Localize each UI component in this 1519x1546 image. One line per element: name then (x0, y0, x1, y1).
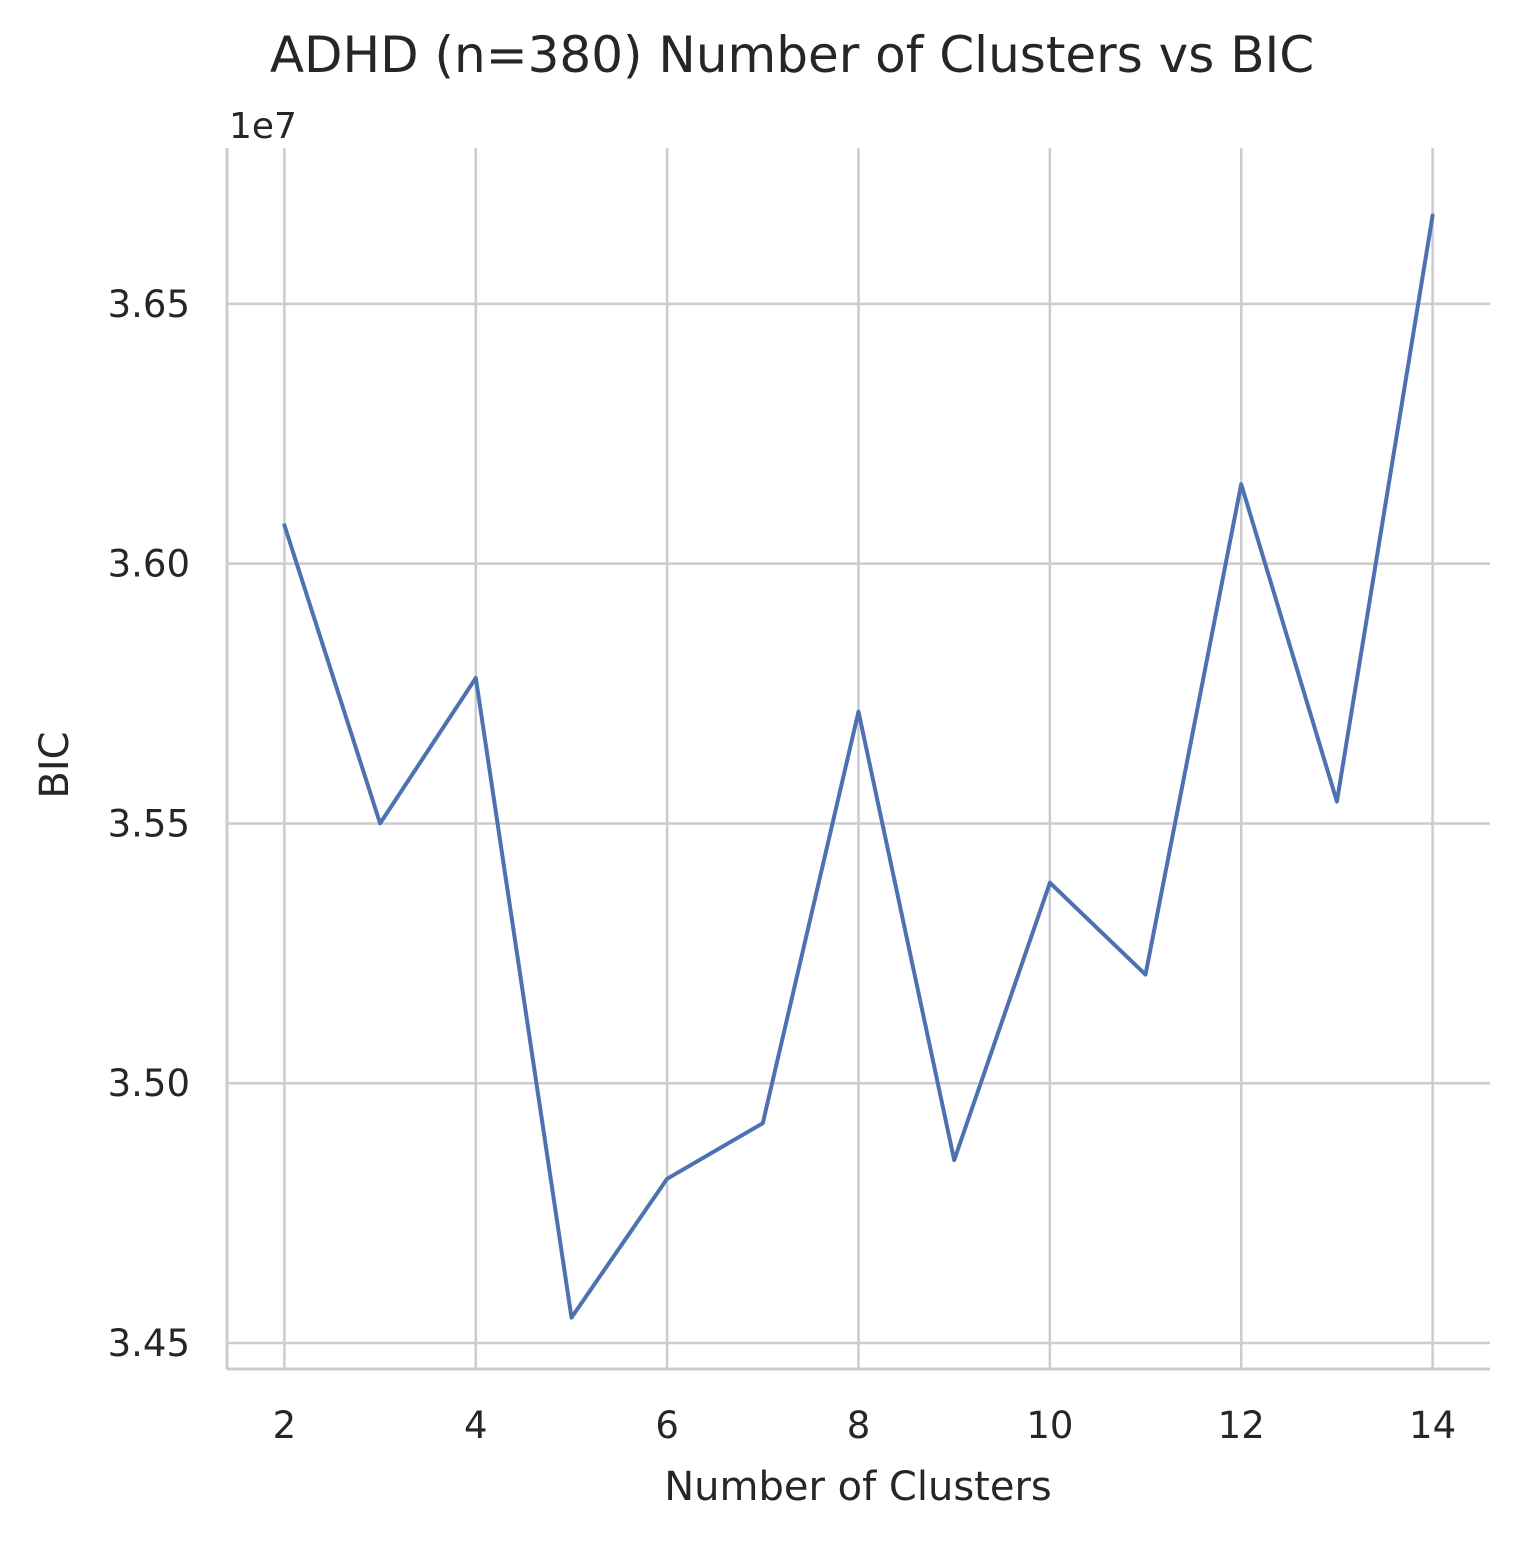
axes (225, 148, 1490, 1371)
x-tick-label: 8 (847, 1404, 871, 1447)
y-tick-label: 3.65 (108, 283, 190, 326)
y-axis-label: BIC (32, 731, 78, 798)
chart-title: ADHD (n=380) Number of Clusters vs BIC (270, 26, 1314, 84)
x-tick-label: 12 (1218, 1404, 1265, 1447)
y-tick-label: 3.45 (108, 1322, 190, 1365)
x-tick-label: 14 (1409, 1404, 1456, 1447)
series (282, 213, 1435, 1320)
grid (227, 148, 1490, 1369)
y-tick-label: 3.60 (108, 543, 190, 586)
series-line (282, 213, 1435, 1320)
x-tick-label: 2 (273, 1404, 297, 1447)
y-tick-label: 3.50 (108, 1062, 190, 1105)
x-axis-label: Number of Clusters (664, 1464, 1051, 1510)
x-tick-label: 6 (655, 1404, 679, 1447)
x-tick-label: 10 (1026, 1404, 1073, 1447)
tick-labels: 2 4 6 8 10 12 14 3.45 3.50 3.55 3.60 3.65 (108, 283, 1457, 1447)
y-tick-label: 3.55 (108, 802, 190, 845)
x-tick-label: 4 (464, 1404, 488, 1447)
y-offset-label: 1e7 (229, 106, 297, 147)
